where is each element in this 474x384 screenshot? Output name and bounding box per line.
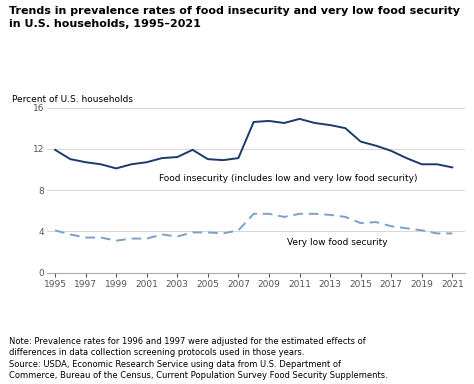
Text: Percent of U.S. households: Percent of U.S. households [12, 95, 133, 104]
Text: Trends in prevalence rates of food insecurity and very low food security
in U.S.: Trends in prevalence rates of food insec… [9, 6, 460, 28]
Text: Very low food security: Very low food security [287, 238, 388, 247]
Text: Note: Prevalence rates for 1996 and 1997 were adjusted for the estimated effects: Note: Prevalence rates for 1996 and 1997… [9, 337, 388, 380]
Text: Food insecurity (includes low and very low food security): Food insecurity (includes low and very l… [159, 174, 418, 182]
